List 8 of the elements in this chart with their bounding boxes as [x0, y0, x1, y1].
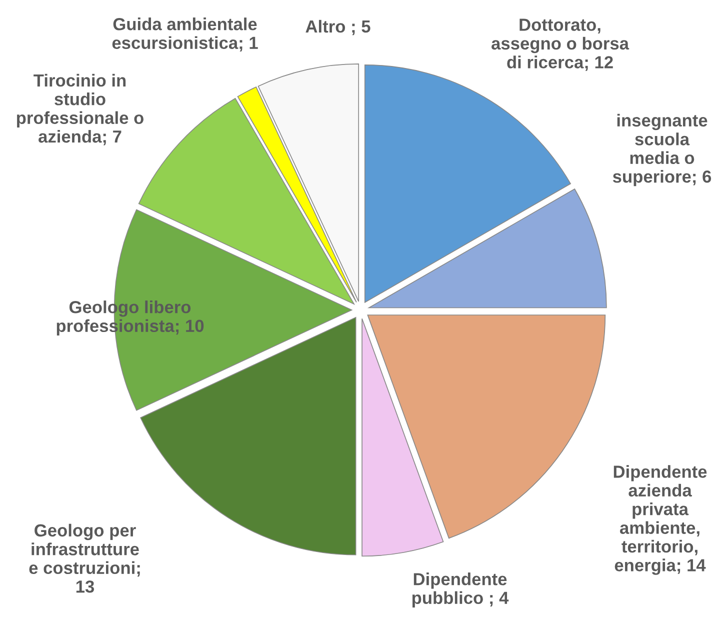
slice-label: Altro ; 5: [306, 20, 370, 36]
slice-label: Dipendente azienda privata ambiente, territorio, energia; 14: [614, 465, 707, 575]
slice-label: insegnante scuola media o superiore; 6: [612, 114, 712, 186]
slice-label: Guida ambientale escursionistica; 1: [112, 18, 258, 52]
slice-label: Dottorato, assegno o borsa di ricerca; 12: [492, 18, 630, 71]
slice-label: Tirocinio in studio professionale o azienda; 7: [16, 74, 144, 146]
slice-label: Geologo per infrastrutture e costruzioni; 13: [29, 524, 140, 593]
slice-label: Dipendente pubblico ; 4: [412, 572, 509, 608]
